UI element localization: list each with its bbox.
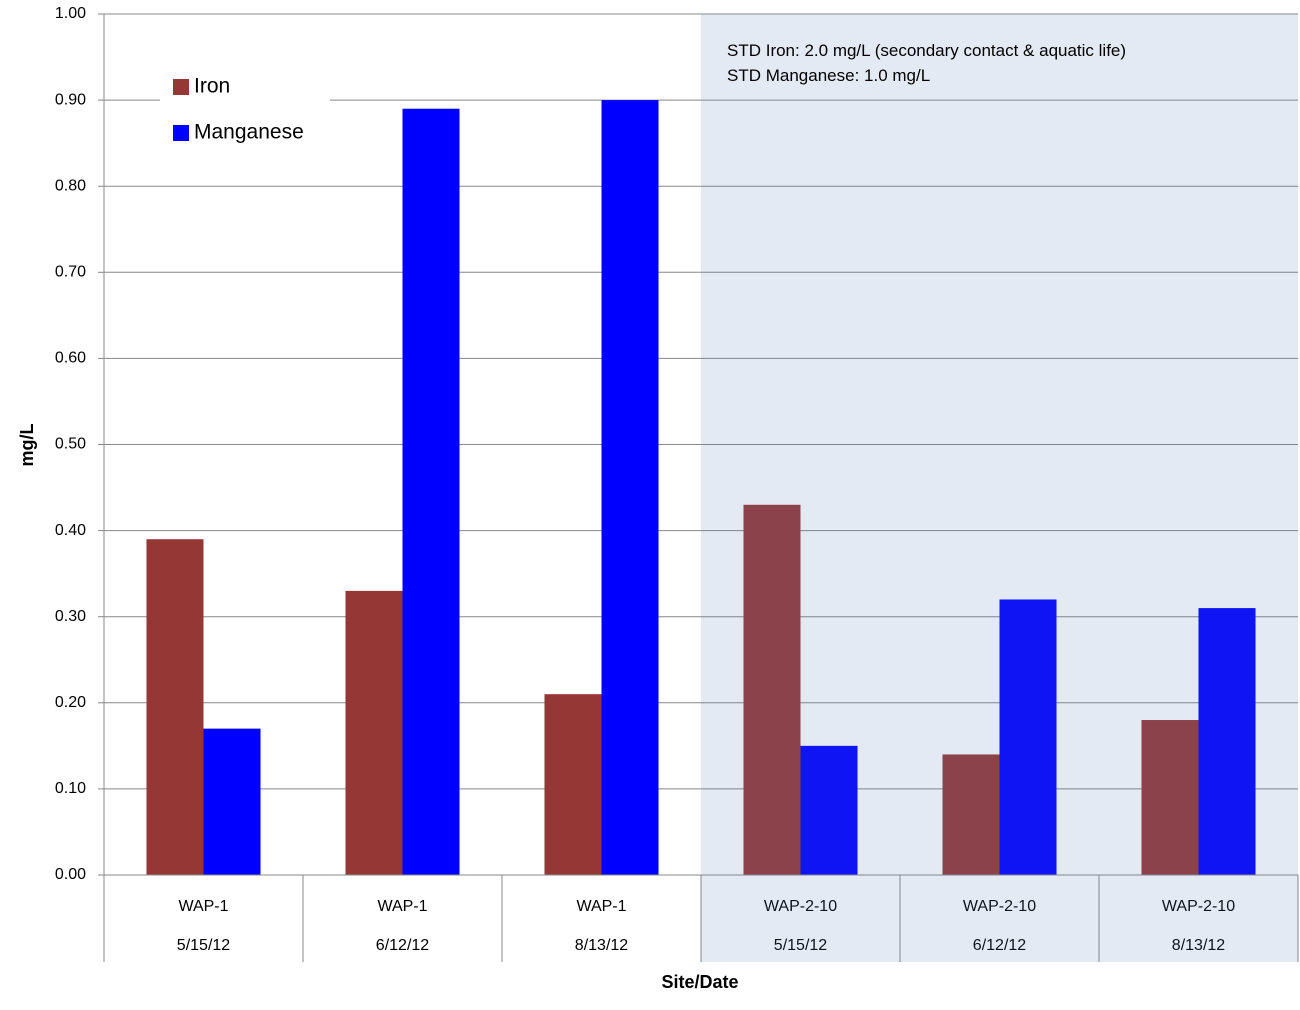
y-tick-label: 0.00 xyxy=(55,866,86,883)
y-tick-label: 0.90 xyxy=(55,91,86,108)
y-tick-label: 0.30 xyxy=(55,608,86,625)
legend-label: Iron xyxy=(194,75,230,98)
y-tick-label: 0.80 xyxy=(55,177,86,194)
bar xyxy=(942,754,1000,875)
bar xyxy=(544,694,602,875)
legend-label: Manganese xyxy=(194,121,304,144)
y-tick-label: 0.40 xyxy=(55,522,86,539)
x-tick-label: 8/13/12 xyxy=(1172,937,1225,954)
x-tick-label: WAP-2-10 xyxy=(1162,898,1235,915)
bar xyxy=(743,504,801,875)
x-tick-label: WAP-1 xyxy=(576,898,626,915)
x-tick-label: WAP-2-10 xyxy=(963,898,1036,915)
y-tick-label: 0.10 xyxy=(55,780,86,797)
x-tick-label: 6/12/12 xyxy=(973,937,1026,954)
x-tick-label: WAP-1 xyxy=(377,898,427,915)
y-axis-title: mg/L xyxy=(17,423,37,466)
bar xyxy=(999,599,1057,875)
bar xyxy=(601,100,659,876)
legend-swatch xyxy=(173,79,189,95)
x-tick-label: 5/15/12 xyxy=(774,937,827,954)
bar xyxy=(345,590,403,875)
bar xyxy=(203,728,261,875)
bar xyxy=(1141,720,1199,875)
bar xyxy=(146,539,204,875)
x-tick-label: 8/13/12 xyxy=(575,937,628,954)
x-tick-label: WAP-1 xyxy=(178,898,228,915)
x-axis-title: Site/Date xyxy=(661,972,738,992)
y-tick-label: 0.50 xyxy=(55,436,86,453)
y-tick-label: 1.00 xyxy=(55,5,86,22)
bar xyxy=(402,108,460,875)
legend-swatch xyxy=(173,125,189,141)
y-tick-label: 0.70 xyxy=(55,264,86,281)
x-tick-label: WAP-2-10 xyxy=(764,898,837,915)
annotation: STD Iron: 2.0 mg/L (secondary contact & … xyxy=(727,38,1147,88)
bar xyxy=(800,745,858,875)
annotation-line: STD Manganese: 1.0 mg/L xyxy=(727,66,931,85)
y-tick-label: 0.20 xyxy=(55,694,86,711)
x-tick-label: 6/12/12 xyxy=(376,937,429,954)
annotation-line: STD Iron: 2.0 mg/L (secondary contact & … xyxy=(727,41,1127,60)
x-tick-label: 5/15/12 xyxy=(177,937,230,954)
shaded-region xyxy=(701,14,1298,962)
bar xyxy=(1198,608,1256,875)
y-tick-label: 0.60 xyxy=(55,350,86,367)
